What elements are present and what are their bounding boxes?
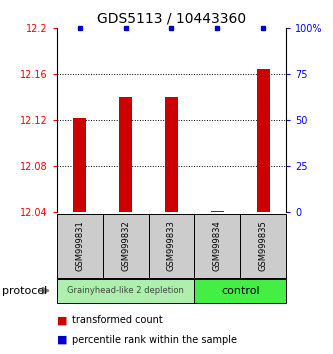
Bar [165,97,178,212]
Text: GSM999833: GSM999833 [167,221,176,272]
Title: GDS5113 / 10443360: GDS5113 / 10443360 [97,12,246,26]
Text: ■: ■ [57,315,67,325]
Bar [119,97,133,212]
Text: GSM999835: GSM999835 [259,221,268,272]
Text: percentile rank within the sample: percentile rank within the sample [72,335,236,345]
Bar [73,118,87,212]
Bar [210,211,224,212]
Text: control: control [221,286,260,296]
Bar [256,69,270,212]
Text: GSM999831: GSM999831 [75,221,84,272]
Text: GSM999832: GSM999832 [121,221,130,272]
Text: protocol: protocol [2,286,47,296]
Text: Grainyhead-like 2 depletion: Grainyhead-like 2 depletion [67,286,184,295]
Text: transformed count: transformed count [72,315,163,325]
Text: ■: ■ [57,335,67,345]
Text: GSM999834: GSM999834 [213,221,222,272]
